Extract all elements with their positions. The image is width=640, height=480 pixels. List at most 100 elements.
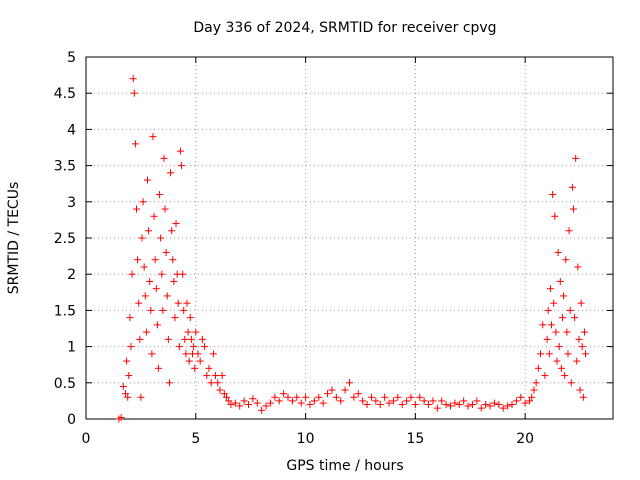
- data-point: [451, 399, 459, 407]
- data-point: [385, 399, 393, 407]
- data-point: [175, 343, 183, 351]
- data-point: [464, 402, 472, 410]
- data-point: [545, 350, 553, 358]
- data-point: [156, 191, 164, 199]
- data-point: [158, 270, 166, 278]
- data-point: [207, 379, 215, 387]
- data-point: [468, 401, 476, 409]
- data-point: [148, 350, 156, 358]
- data-point: [551, 212, 559, 220]
- data-point: [521, 399, 529, 407]
- data-point: [137, 393, 145, 401]
- data-point: [543, 335, 551, 343]
- data-point: [165, 379, 173, 387]
- data-point: [176, 147, 184, 155]
- data-point: [429, 397, 437, 405]
- data-point: [160, 154, 168, 162]
- data-point: [181, 335, 189, 343]
- data-point: [310, 397, 318, 405]
- data-point: [167, 169, 175, 177]
- data-point: [315, 393, 323, 401]
- data-point: [198, 335, 206, 343]
- data-point: [275, 397, 283, 405]
- data-point: [425, 401, 433, 409]
- x-tick-label: 20: [516, 431, 534, 447]
- data-point: [532, 379, 540, 387]
- data-point: [582, 350, 590, 358]
- data-point: [306, 401, 314, 409]
- data-point: [447, 402, 455, 410]
- data-point: [398, 401, 406, 409]
- data-point: [319, 399, 327, 407]
- data-point: [394, 393, 402, 401]
- data-point: [556, 277, 564, 285]
- y-tick-label: 2.5: [54, 231, 76, 247]
- data-point: [122, 390, 130, 398]
- data-point: [546, 285, 554, 293]
- y-tick-label: 0: [67, 412, 76, 428]
- data-point: [568, 183, 576, 191]
- data-point: [302, 393, 310, 401]
- data-point: [220, 390, 228, 398]
- data-point: [126, 314, 134, 322]
- data-point: [174, 299, 182, 307]
- data-point: [539, 321, 547, 329]
- data-point: [183, 299, 191, 307]
- data-point: [135, 299, 143, 307]
- data-point: [172, 220, 180, 228]
- data-point: [284, 393, 292, 401]
- data-point: [236, 402, 244, 410]
- y-tick-label: 1.5: [54, 303, 76, 319]
- data-point: [190, 343, 198, 351]
- data-point: [149, 133, 157, 141]
- data-point: [266, 399, 274, 407]
- data-point: [580, 328, 588, 336]
- data-point: [563, 328, 571, 336]
- data-point: [534, 364, 542, 372]
- y-tick-label: 0.5: [54, 376, 76, 392]
- grid-lines: [86, 57, 613, 419]
- data-point: [119, 382, 127, 390]
- data-point: [537, 350, 545, 358]
- data-point: [182, 350, 190, 358]
- data-point: [212, 372, 220, 380]
- data-point: [191, 364, 199, 372]
- data-point: [216, 386, 224, 394]
- data-point: [346, 379, 353, 387]
- y-tick-label: 2: [67, 267, 76, 283]
- data-point: [566, 306, 574, 314]
- data-point: [416, 393, 424, 401]
- data-point: [140, 263, 148, 271]
- data-point: [411, 401, 419, 409]
- data-point: [162, 248, 170, 256]
- data-point: [420, 397, 428, 405]
- data-point: [389, 397, 397, 405]
- data-point: [184, 328, 192, 336]
- data-point: [555, 343, 563, 351]
- data-point: [442, 401, 450, 409]
- data-point: [143, 176, 151, 184]
- data-point: [157, 234, 165, 242]
- data-point: [553, 357, 561, 365]
- data-point: [407, 393, 415, 401]
- data-point: [159, 306, 167, 314]
- data-point: [262, 402, 270, 410]
- data-point: [548, 321, 556, 329]
- data-point: [128, 270, 136, 278]
- data-point: [328, 386, 336, 394]
- data-point: [363, 401, 371, 409]
- data-point: [569, 205, 577, 213]
- data-point: [367, 393, 375, 401]
- data-point: [561, 372, 569, 380]
- data-point: [438, 397, 446, 405]
- data-point: [482, 401, 490, 409]
- data-point: [372, 397, 380, 405]
- data-point: [185, 357, 193, 365]
- data-point: [152, 285, 160, 293]
- data-point: [164, 335, 172, 343]
- x-tick-label: 0: [82, 431, 91, 447]
- data-point: [477, 404, 485, 412]
- x-axis-label: GPS time / hours: [286, 458, 403, 474]
- data-point: [138, 234, 146, 242]
- data-point: [288, 397, 296, 405]
